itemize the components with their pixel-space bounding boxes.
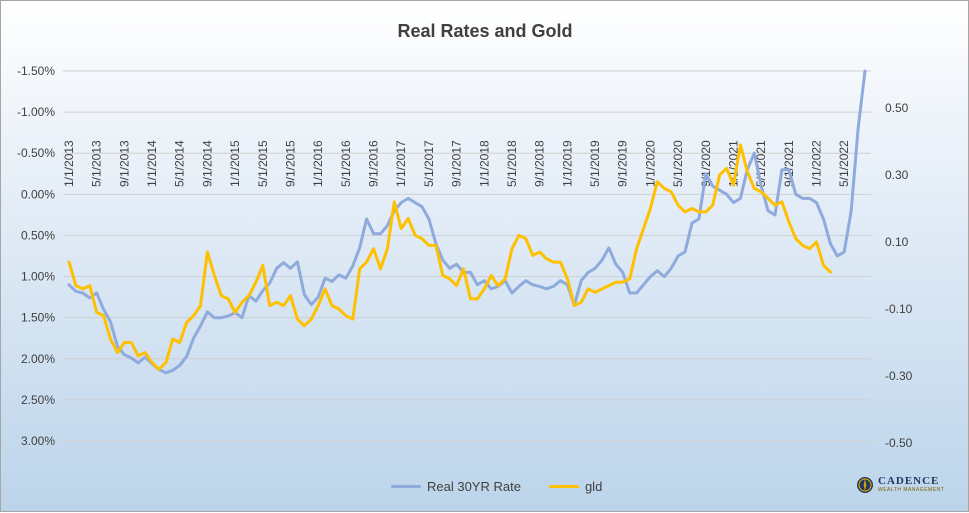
x-axis: 1/1/2013 5/1/2013 9/1/2013 1/1/2014 5/1/2014…: [62, 140, 851, 187]
logo-text: CADENCE WEALTH MANAGEMENT: [878, 476, 944, 494]
left-tick-label: 0.00%: [21, 187, 55, 201]
compass-icon: [857, 477, 873, 493]
series-line-real-30yr-rate: [67, 69, 867, 375]
x-tick-label: 1/1/2019: [560, 140, 574, 187]
x-tick-label: 1/1/2014: [145, 140, 159, 187]
x-tick-label: 5/1/2017: [422, 140, 436, 187]
series-line-gld: [67, 143, 832, 371]
left-axis: -1.50% -1.00% -0.50% 0.00% 0.50% 1.00% 1.50% 2.…: [17, 64, 55, 448]
x-tick-label: 9/1/2013: [117, 140, 131, 187]
x-tick-label: 5/1/2016: [339, 140, 353, 187]
logo-subtitle: WEALTH MANAGEMENT: [878, 487, 945, 493]
x-tick-label: 9/1/2019: [616, 140, 630, 187]
x-tick-label: 1/1/2016: [311, 140, 325, 187]
x-tick-label: 9/1/2021: [782, 140, 796, 187]
x-tick-label: 5/1/2013: [90, 140, 104, 187]
right-tick-label: 0.30: [885, 168, 909, 182]
right-tick-label: -0.50: [885, 436, 913, 450]
x-tick-label: 1/1/2013: [62, 140, 76, 187]
left-tick-label: -0.50%: [17, 146, 55, 160]
series-group: [67, 69, 867, 375]
right-axis: 0.50 0.30 0.10 -0.10 -0.30 -0.50: [885, 101, 913, 450]
x-tick-label: 9/1/2014: [200, 140, 214, 187]
x-tick-label: 1/1/2022: [810, 140, 824, 187]
left-tick-label: 3.00%: [21, 434, 55, 448]
legend-swatch-real-rate: [391, 485, 421, 488]
x-tick-label: 1/1/2018: [477, 140, 491, 187]
x-tick-label: 5/1/2015: [256, 140, 270, 187]
legend: Real 30YR Rate gld: [391, 479, 630, 494]
x-tick-label: 9/1/2016: [367, 140, 381, 187]
left-tick-label: 1.00%: [21, 270, 55, 284]
right-tick-label: -0.10: [885, 302, 913, 316]
legend-item-gld: gld: [548, 479, 603, 494]
logo-name: CADENCE: [878, 475, 940, 487]
x-tick-label: 5/1/2020: [671, 140, 685, 187]
left-tick-label: -1.50%: [17, 64, 55, 78]
left-tick-label: 1.50%: [21, 311, 55, 325]
legend-item-real-rate: Real 30YR Rate: [391, 479, 521, 494]
left-tick-label: 2.50%: [21, 393, 55, 407]
x-tick-label: 5/1/2022: [837, 140, 851, 187]
right-tick-label: 0.10: [885, 235, 909, 249]
x-tick-label: 9/1/2018: [533, 140, 547, 187]
left-tick-label: 2.00%: [21, 352, 55, 366]
x-tick-label: 9/1/2017: [450, 140, 464, 187]
left-tick-label: 0.50%: [21, 228, 55, 242]
x-tick-label: 1/1/2017: [394, 140, 408, 187]
legend-label-real-rate: Real 30YR Rate: [427, 479, 521, 494]
legend-swatch-gld: [548, 485, 579, 488]
x-tick-label: 1/1/2020: [643, 140, 657, 187]
legend-label-gld: gld: [584, 479, 603, 494]
x-tick-label: 9/1/2015: [283, 140, 297, 187]
left-tick-label: -1.00%: [17, 105, 55, 119]
x-tick-label: 5/1/2014: [173, 140, 187, 187]
x-tick-label: 5/1/2019: [588, 140, 602, 187]
cadence-logo: CADENCE WEALTH MANAGEMENT: [856, 476, 944, 494]
x-tick-label: 9/1/2020: [699, 140, 713, 187]
gridlines: [63, 70, 871, 442]
x-tick-label: 1/1/2015: [228, 140, 242, 187]
right-tick-label: -0.30: [885, 369, 913, 383]
x-tick-label: 5/1/2018: [505, 140, 519, 187]
chart-title: Real Rates and Gold: [397, 21, 572, 41]
right-tick-label: 0.50: [885, 101, 909, 115]
